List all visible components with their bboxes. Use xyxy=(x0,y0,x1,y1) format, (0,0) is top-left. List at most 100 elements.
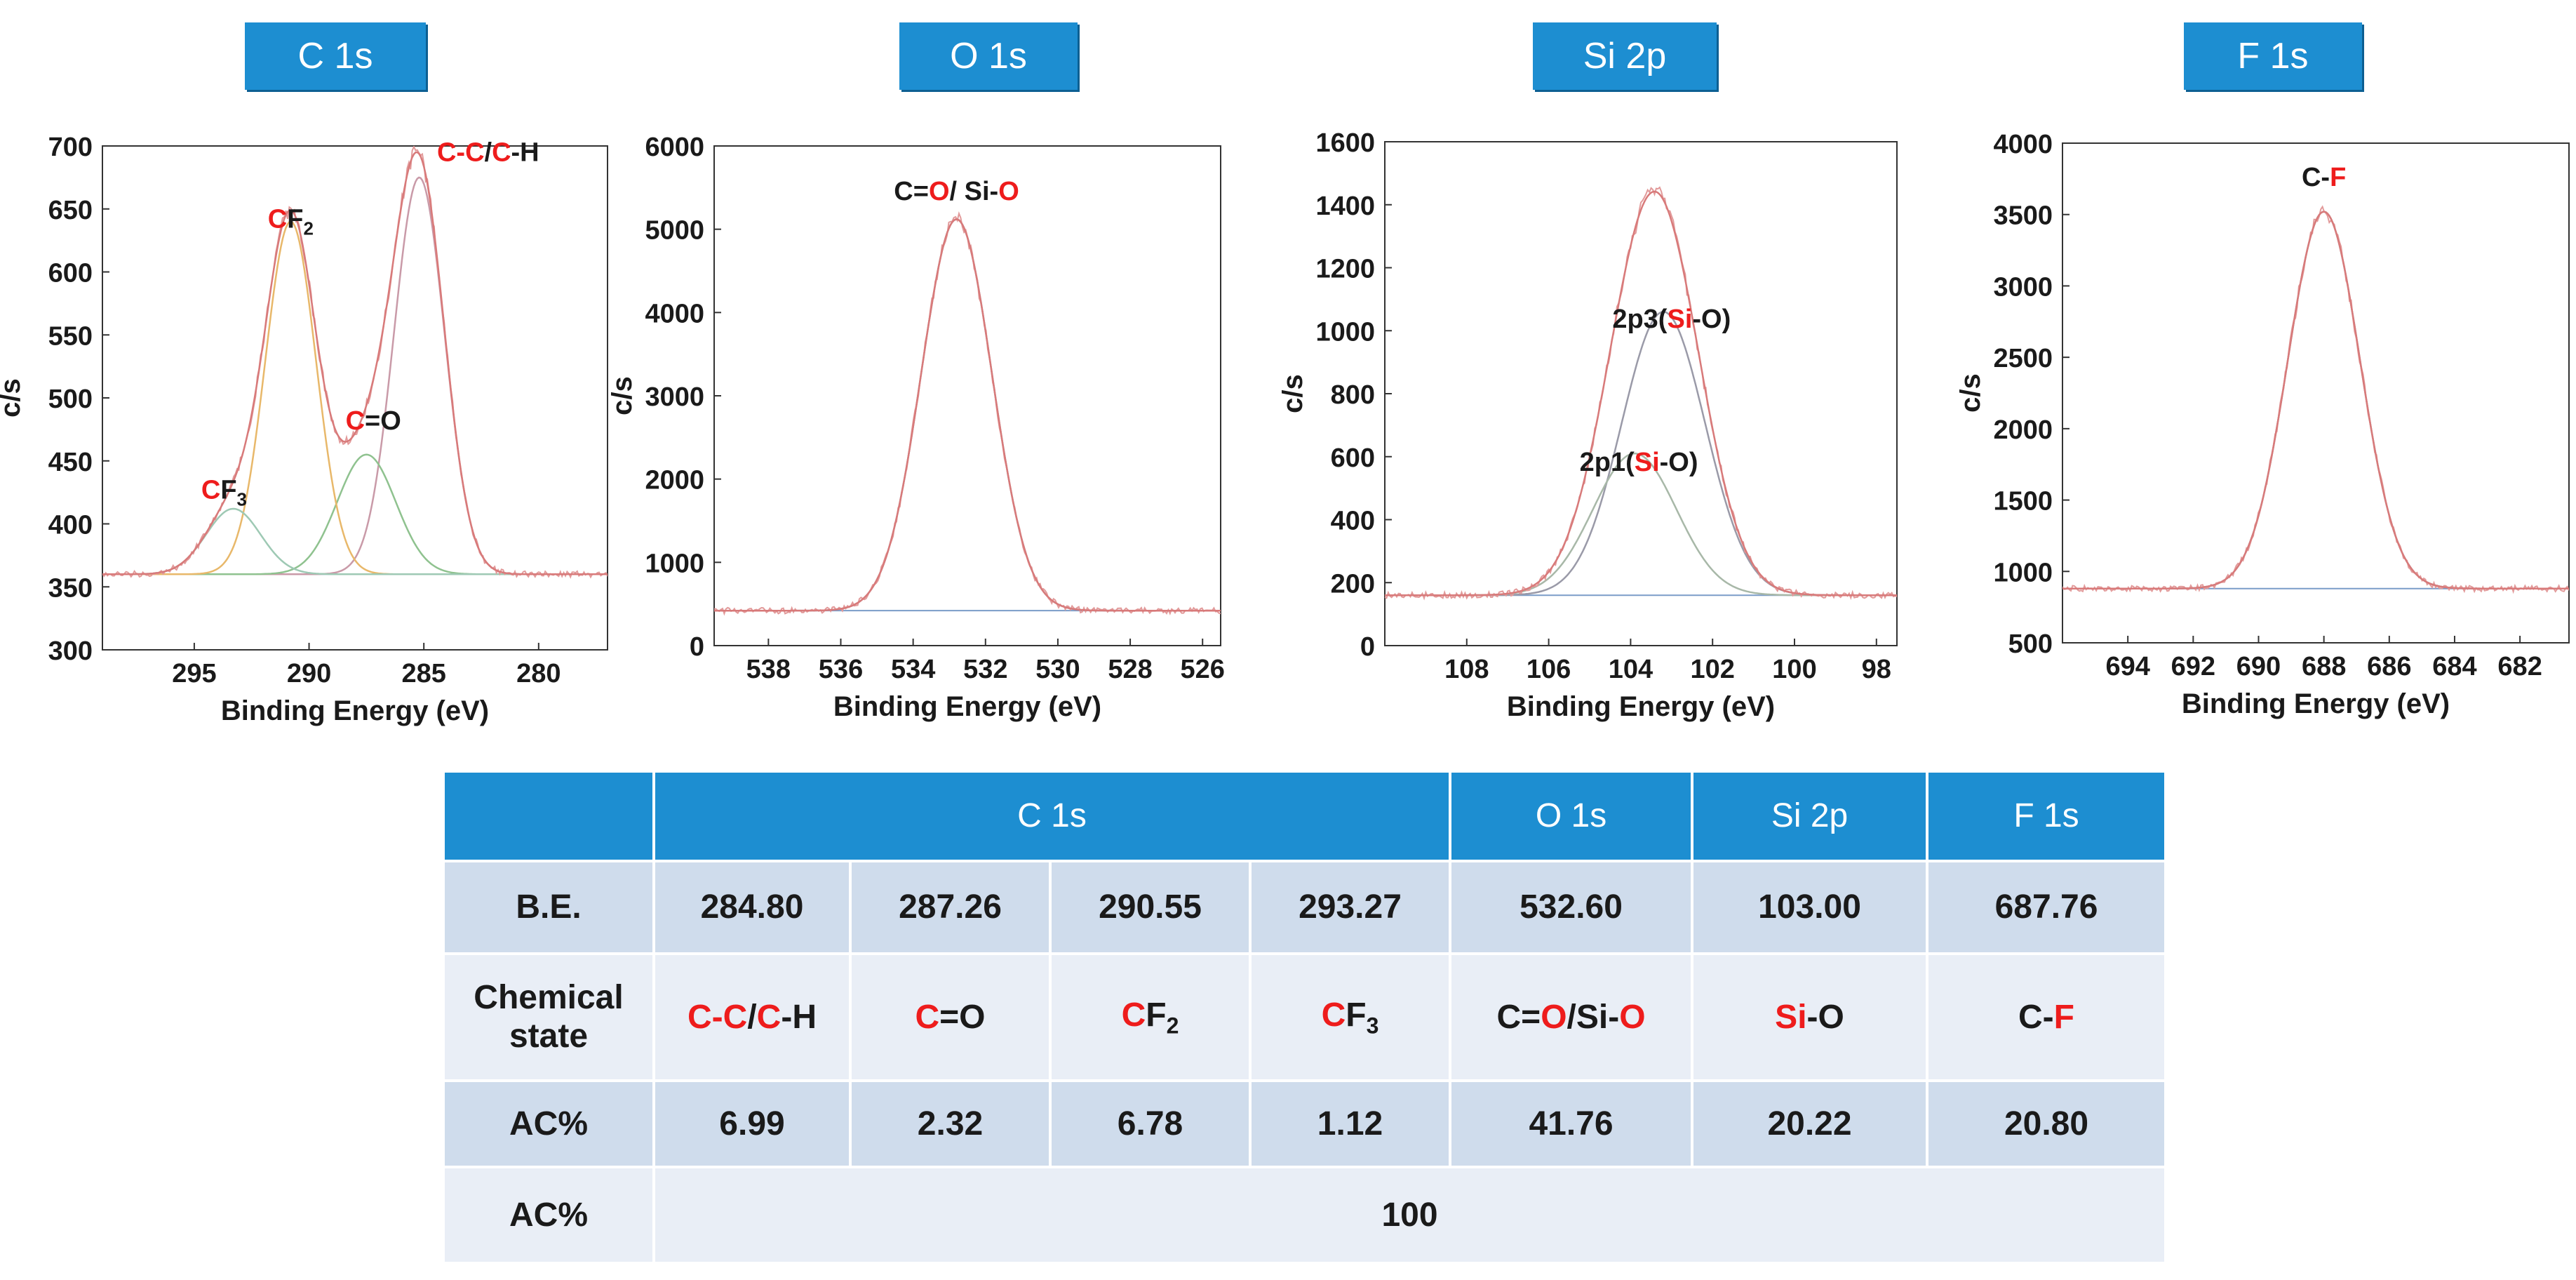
peak-label-part: 2p1( xyxy=(1580,448,1635,477)
row-label-chemical-state: Chemical state xyxy=(442,952,655,1082)
peak-label-part: O xyxy=(929,177,950,206)
chem-subscript: 2 xyxy=(1166,1013,1179,1039)
plot-frame xyxy=(1384,141,1898,646)
header-f1s: F 1s xyxy=(1926,770,2168,862)
x-tick-label: 528 xyxy=(1108,655,1152,684)
peak-label-part: =O xyxy=(365,406,401,436)
be-cell: 532.60 xyxy=(1449,859,1694,956)
x-tick-label: 692 xyxy=(2171,652,2215,681)
ac-cell: 6.78 xyxy=(1049,1079,1252,1169)
peak-label-part: 2p3( xyxy=(1612,305,1667,334)
peak-label-part: C-C xyxy=(437,138,485,168)
chem-text-part: -O xyxy=(1806,998,1844,1036)
plot-frame xyxy=(2062,142,2570,644)
peak-label: CF2 xyxy=(268,205,314,239)
x-axis-label: Binding Energy (eV) xyxy=(1507,691,1775,722)
x-tick-label: 526 xyxy=(1181,655,1225,684)
y-axis-label: c/s xyxy=(1955,373,1986,413)
y-tick-label: 6000 xyxy=(645,133,704,162)
peak-label-part: F xyxy=(287,205,303,234)
peak-label: CF3 xyxy=(201,476,247,510)
x-tick-label: 538 xyxy=(746,655,791,684)
ac-cell: 2.32 xyxy=(849,1079,1052,1169)
row-label-be: B.E. xyxy=(442,859,655,956)
row-label-total: AC% xyxy=(442,1166,655,1265)
header-corner xyxy=(442,770,655,862)
y-tick-label: 500 xyxy=(48,385,93,414)
y-axis-label: c/s xyxy=(607,376,638,415)
peak-label-part: O xyxy=(998,177,1019,206)
peak-label-part: C- xyxy=(2302,163,2330,192)
component-peak-0 xyxy=(714,218,1221,612)
header-si2p: Si 2p xyxy=(1691,770,1929,862)
y-tick-label: 600 xyxy=(1331,444,1375,473)
table-row-total: AC% 100 xyxy=(442,1166,2168,1265)
peak-label-subscript: 3 xyxy=(237,489,247,510)
peak-label: C-C/C-H xyxy=(437,138,539,168)
x-tick-label: 108 xyxy=(1444,655,1489,684)
be-cell: 293.27 xyxy=(1248,859,1452,956)
chem-text-part: C-C xyxy=(687,998,748,1036)
y-axis-label: c/s xyxy=(0,378,26,418)
chem-text-part: O xyxy=(1619,998,1646,1036)
y-tick-label: 450 xyxy=(48,448,93,477)
y-tick-label: 1000 xyxy=(1993,558,2053,587)
y-tick-label: 3500 xyxy=(1993,201,2053,231)
x-tick-label: 98 xyxy=(1862,655,1891,684)
component-peak-0 xyxy=(102,176,608,575)
y-tick-label: 2000 xyxy=(1993,415,2053,445)
x-tick-label: 532 xyxy=(963,655,1007,684)
chem-subscript: 3 xyxy=(1366,1013,1379,1039)
chem-cell: CF2 xyxy=(1049,952,1252,1082)
header-o1s: O 1s xyxy=(1449,770,1694,862)
plot-curves xyxy=(2062,205,2569,594)
chem-text-part: Si xyxy=(1775,998,1807,1036)
x-tick-label: 285 xyxy=(401,659,445,688)
chem-text-part: C xyxy=(1321,996,1346,1034)
row-label-ac: AC% xyxy=(442,1079,655,1169)
chem-cell: C=O xyxy=(849,952,1052,1082)
y-tick-label: 550 xyxy=(48,321,93,351)
y-tick-label: 1500 xyxy=(1993,487,2053,516)
y-tick-label: 200 xyxy=(1331,569,1375,599)
y-tick-label: 600 xyxy=(48,259,93,288)
chem-text-part: F xyxy=(2053,998,2074,1036)
table-row-chemical-state: Chemical state C-C/C-H C=O CF2 CF3 C=O/Si… xyxy=(442,952,2168,1082)
y-tick-label: 4000 xyxy=(1993,130,2053,159)
y-tick-label: 5000 xyxy=(645,216,704,246)
ac-cell: 6.99 xyxy=(652,1079,852,1169)
be-cell: 103.00 xyxy=(1691,859,1929,956)
be-cell: 290.55 xyxy=(1049,859,1252,956)
table-row-ac: AC% 6.99 2.32 6.78 1.12 41.76 20.22 20.8… xyxy=(442,1079,2168,1169)
y-tick-label: 1200 xyxy=(1315,255,1375,284)
chem-text-part: =O xyxy=(939,998,986,1036)
component-peak-3 xyxy=(102,507,608,575)
chem-text-part: -H xyxy=(781,998,817,1036)
x-axis-label: Binding Energy (eV) xyxy=(221,695,489,726)
raw-spectrum xyxy=(2062,205,2569,594)
y-tick-label: 2000 xyxy=(645,466,704,495)
peak-label-part: -O) xyxy=(1692,305,1731,334)
peak-label-part: F xyxy=(2330,163,2346,192)
raw-spectrum xyxy=(1385,186,1897,601)
peak-label-part: C xyxy=(492,138,511,168)
x-tick-label: 104 xyxy=(1609,655,1653,684)
ac-cell: 20.80 xyxy=(1926,1079,2168,1169)
chart-panel-o1s: 6000 5000 4000 3000 2000 1000 0 538 536 534 532 530… xyxy=(607,133,1225,722)
y-tick-label: 0 xyxy=(1360,632,1375,662)
y-tick-label: 1000 xyxy=(1315,317,1375,347)
table-header-row: C 1s O 1s Si 2p F 1s xyxy=(442,770,2168,862)
component-peak-2 xyxy=(102,220,608,575)
xps-summary-table: C 1s O 1s Si 2p F 1s B.E. 284.80 287.26 … xyxy=(442,770,2168,1265)
x-tick-label: 536 xyxy=(819,655,863,684)
peak-label: C=O xyxy=(346,406,401,436)
chem-label-line2: state xyxy=(509,1018,589,1055)
x-tick-label: 290 xyxy=(287,659,331,688)
ac-cell: 1.12 xyxy=(1248,1079,1452,1169)
x-tick-label: 530 xyxy=(1035,655,1080,684)
header-c1s: C 1s xyxy=(652,770,1452,862)
component-peak-0 xyxy=(2062,211,2569,589)
chem-text-part: C- xyxy=(2018,998,2054,1036)
x-tick-label: 534 xyxy=(891,655,935,684)
